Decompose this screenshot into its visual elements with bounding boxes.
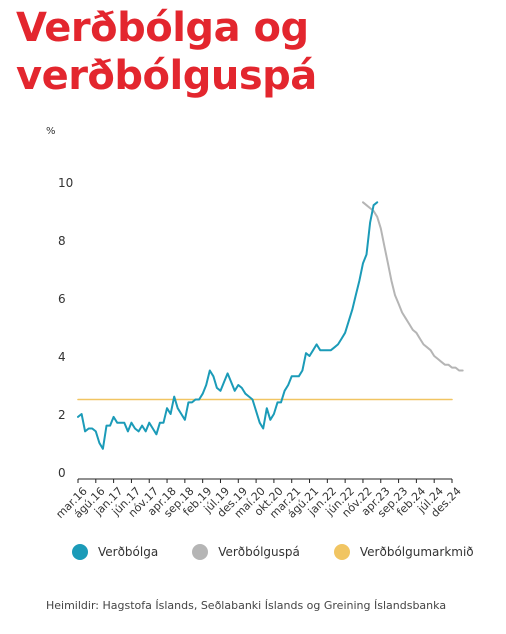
source-note: Heimildir: Hagstofa Íslands, Seðlabanki … xyxy=(46,599,447,612)
y-tick-label: 4 xyxy=(58,350,66,364)
legend-swatch-forecast xyxy=(192,544,209,560)
legend-label-inflation: Verðbólga xyxy=(98,545,159,559)
title-line-2: verðbólguspá xyxy=(16,53,317,99)
series-group xyxy=(77,201,464,450)
legend-swatch-inflation xyxy=(72,544,88,560)
legend-item-target: Verðbólgumarkmið xyxy=(333,544,474,560)
inflation-line-chart: % 0 2 4 6 8 10 mar.16ágú.16jan.17jún.17nóv.17a… xyxy=(46,126,464,521)
y-axis-label: % xyxy=(46,126,56,137)
y-tick-label: 2 xyxy=(58,408,66,422)
y-tick-label: 0 xyxy=(58,466,66,480)
legend-label-target: Verðbólgumarkmið xyxy=(359,545,474,559)
y-tick-label: 10 xyxy=(58,176,73,190)
y-tick-label: 6 xyxy=(58,292,66,306)
x-axis: mar.16ágú.16jan.17jún.17nóv.17apr.18sep.… xyxy=(53,478,464,521)
legend-item-inflation: Verðbólga xyxy=(72,544,158,560)
series-line-inflation xyxy=(77,201,379,450)
y-axis: % 0 2 4 6 8 10 xyxy=(46,126,73,480)
y-tick-label: 8 xyxy=(58,234,66,248)
legend-label-forecast: Verðbólguspá xyxy=(218,545,300,559)
legend-item-forecast: Verðbólguspá xyxy=(192,544,300,560)
series-line-forecast xyxy=(362,201,464,372)
title-line-1: Verðbólga og xyxy=(16,5,309,51)
legend: Verðbólga Verðbólguspá Verðbólgumarkmið xyxy=(72,544,506,560)
page-title: Verðbólga og verðbólguspá xyxy=(16,4,317,100)
legend-swatch-target xyxy=(333,544,350,560)
